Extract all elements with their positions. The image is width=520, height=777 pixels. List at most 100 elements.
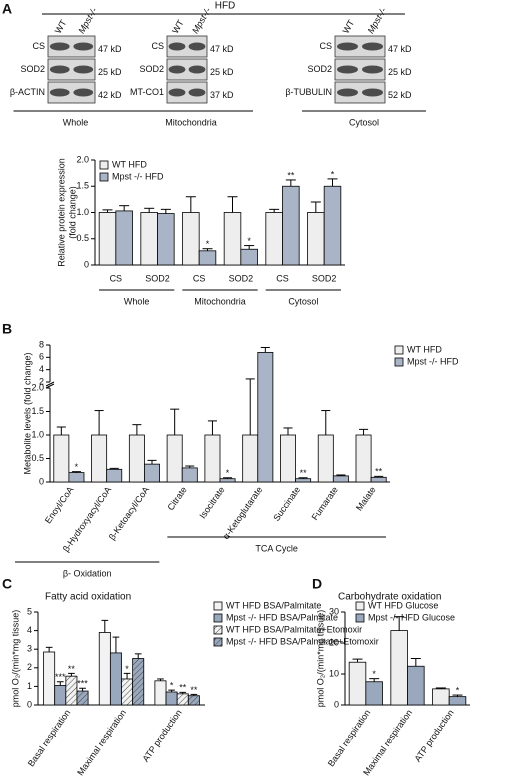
error-bar — [298, 477, 308, 479]
significance: * — [456, 685, 460, 695]
error-bar — [260, 346, 270, 353]
bar — [370, 476, 387, 483]
error-bar — [132, 424, 142, 435]
error-bar — [283, 427, 293, 435]
bar — [121, 678, 134, 706]
error-bar — [144, 207, 155, 213]
bar — [282, 185, 300, 266]
bar — [157, 213, 175, 266]
blot-box — [47, 58, 96, 81]
error-bar — [119, 205, 130, 211]
bar — [317, 434, 334, 483]
blot-box — [334, 81, 386, 104]
error-bar — [327, 178, 338, 187]
y-tick-label: 1.5 — [76, 181, 89, 191]
bar — [68, 472, 85, 483]
panel-label: C — [2, 576, 12, 592]
fraction-label: Cytosol — [349, 117, 379, 127]
y-tick-label: 0 — [84, 259, 89, 269]
y-tick-label: 1.0 — [76, 207, 89, 217]
y-tick-label: 5 — [27, 606, 32, 616]
x-tick-label: CS — [110, 273, 123, 283]
bar — [323, 185, 342, 266]
blot-band — [49, 65, 70, 74]
blot-header: HFD — [215, 1, 236, 12]
error-bar — [45, 646, 53, 652]
protein-label: SOD2 — [307, 64, 332, 74]
protein-label: β-TUBULIN — [285, 87, 332, 97]
error-bar — [109, 467, 119, 470]
bar — [355, 434, 372, 483]
x-tick-label: β-Ketoacyl/CoA — [107, 485, 151, 542]
significance: ** — [375, 467, 383, 477]
error-bar — [452, 694, 463, 697]
legend-swatch — [394, 357, 404, 367]
blot-band — [337, 42, 358, 51]
error-bar — [285, 179, 296, 187]
chart-title: Carbohydrate oxidation — [338, 592, 441, 603]
legend-label: Mpst -/- HFD Glucose — [368, 612, 455, 622]
error-bar — [134, 653, 142, 659]
y-tick-label: 1.0 — [31, 429, 44, 439]
error-bar — [179, 691, 187, 694]
x-tick-label: SOD2 — [312, 273, 337, 283]
error-bar — [68, 672, 75, 677]
significance: ** — [287, 170, 295, 180]
bar — [76, 690, 89, 706]
bar — [140, 212, 158, 266]
blot-band — [362, 42, 383, 51]
legend-label: WT HFD BSA/Palmitate — [226, 600, 321, 610]
error-bar — [79, 687, 86, 692]
error-bar — [185, 196, 196, 213]
blot-band — [362, 88, 383, 97]
legend-swatch — [355, 601, 365, 611]
blot-box — [47, 35, 96, 58]
group-label: Mitochondria — [194, 296, 246, 306]
y-tick-label: 20 — [329, 637, 339, 647]
error-bar — [160, 208, 171, 214]
y-axis-label: pmol O₂/(min*mg tissue) — [10, 610, 20, 708]
bar — [204, 434, 221, 483]
blot-band — [49, 42, 70, 51]
x-tick-label: CS — [276, 273, 289, 283]
x-tick-label: Fumarate — [310, 485, 340, 522]
lane-label: WT — [341, 18, 357, 36]
bar — [307, 212, 325, 266]
x-tick-label: ATP production — [412, 708, 455, 764]
error-bar — [190, 693, 198, 696]
group-label: β- Oxidation — [63, 568, 112, 578]
bar — [91, 434, 108, 483]
panel-label: A — [2, 1, 12, 17]
x-tick-label: Citrate — [165, 485, 188, 512]
y-tick-label: 0.5 — [76, 233, 89, 243]
x-tick-label: Succinate — [271, 485, 302, 523]
error-bar — [359, 428, 369, 435]
group-label: Whole — [124, 296, 150, 306]
y-axis-label: Metabolite levels (fold change) — [22, 352, 32, 474]
size-label: 42 kD — [98, 90, 122, 100]
bar — [280, 434, 296, 483]
y-tick-label: 0 — [27, 699, 32, 709]
blot-band — [362, 65, 383, 74]
size-label: 52 kD — [388, 90, 412, 100]
error-bar — [435, 687, 446, 689]
legend-label: Mpst -/- HFD BSA/Palmitate+Etomoxir — [226, 636, 379, 646]
significance: * — [206, 239, 210, 249]
bar — [181, 467, 198, 483]
error-bar — [223, 477, 233, 479]
significance: * — [125, 664, 129, 674]
bar — [219, 478, 236, 483]
significance: ** — [68, 664, 76, 674]
significance: ** — [300, 468, 308, 478]
blot-band — [73, 42, 94, 51]
x-tick-label: α-Ketoglutarate — [221, 485, 265, 541]
bar — [187, 695, 200, 706]
legend-swatch — [213, 601, 223, 611]
error-bar — [352, 658, 363, 663]
blot-band — [49, 88, 70, 97]
bar — [132, 658, 145, 706]
lane-label: Mpst-/- — [190, 6, 213, 35]
size-label: 37 kD — [210, 90, 234, 100]
bar — [265, 212, 283, 266]
